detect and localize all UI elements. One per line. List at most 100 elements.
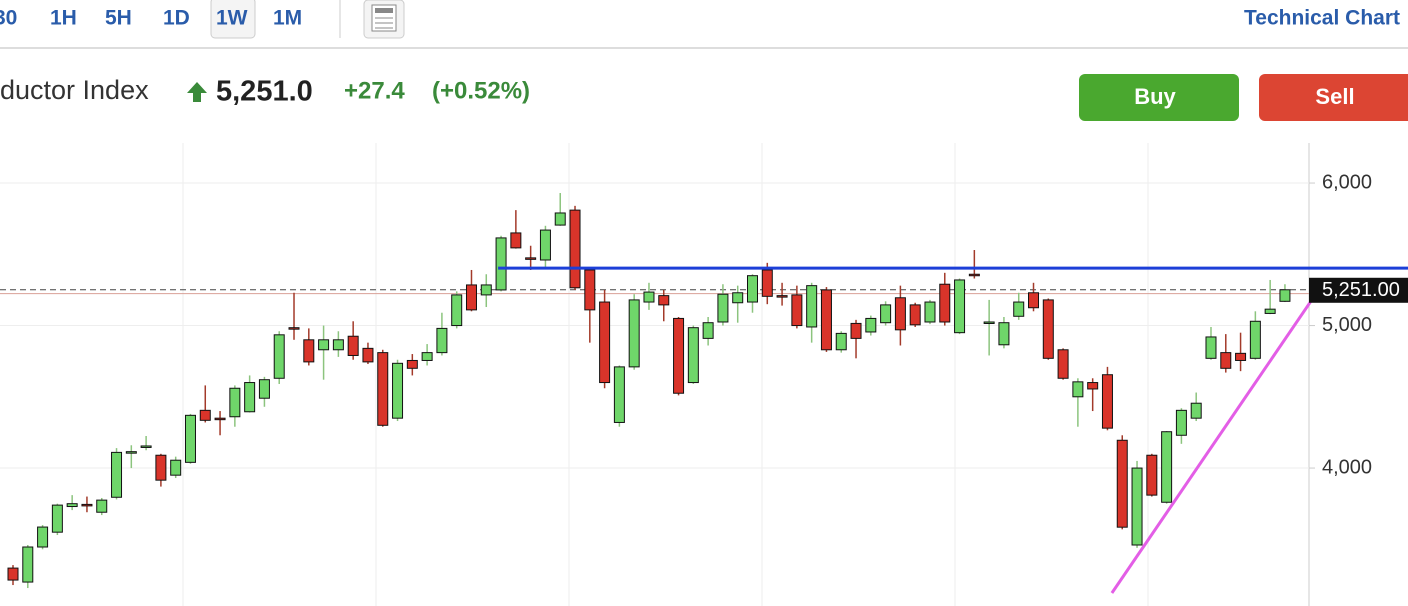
- candle-body: [1235, 352, 1247, 361]
- button-label[interactable]: Sell: [1315, 84, 1354, 109]
- layout-icon[interactable]: [363, 0, 405, 39]
- candle-body: [1087, 382, 1099, 390]
- up-arrow: [187, 82, 207, 102]
- interval-tab[interactable]: 1W: [216, 7, 248, 30]
- y-tick-label: 4,000: [1322, 456, 1372, 478]
- buttons: Buy Sell: [1079, 74, 1408, 121]
- candle-body: [66, 503, 78, 508]
- candle-body: [983, 321, 995, 324]
- candle-body: [954, 279, 966, 334]
- candle-body: [909, 304, 921, 326]
- candle-body: [658, 295, 670, 306]
- interval-tab[interactable]: 1M: [273, 7, 302, 30]
- candle-body: [22, 546, 34, 583]
- candle-body: [51, 504, 63, 533]
- candle-body: [1057, 349, 1069, 379]
- candle-body: [155, 454, 167, 481]
- candle-body: [998, 322, 1010, 346]
- candle-body: [214, 417, 226, 421]
- candle-body: [1146, 454, 1158, 496]
- candle-body: [1072, 381, 1084, 398]
- candle-body: [170, 459, 182, 476]
- candle-body: [1131, 467, 1143, 546]
- candle-body: [406, 359, 418, 369]
- candle-body: [1161, 431, 1173, 503]
- candle-body: [673, 317, 685, 394]
- change: +27.4: [344, 77, 405, 104]
- y-tick-label: 6,000: [1322, 171, 1372, 193]
- candle-body: [465, 284, 477, 311]
- candle-body: [37, 526, 49, 548]
- candle-body: [939, 283, 951, 323]
- candle-body: [96, 499, 108, 513]
- candle-body: [850, 322, 862, 339]
- candle-body: [968, 273, 980, 277]
- last-price-label: 5,251.00: [1322, 279, 1400, 301]
- candle-body: [554, 212, 566, 226]
- candle-body: [184, 414, 196, 463]
- candle-body: [687, 327, 699, 384]
- candle-body: [865, 317, 877, 333]
- candle-body: [702, 322, 714, 339]
- candle-body: [1101, 374, 1113, 429]
- candle-body: [436, 327, 448, 354]
- candle-body: [584, 269, 596, 311]
- candle-body: [880, 304, 892, 324]
- candle-body: [835, 332, 847, 351]
- change-percent: (+0.52%): [432, 77, 530, 104]
- candle-body: [480, 284, 492, 296]
- candle-body: [332, 339, 344, 351]
- candle-body: [732, 292, 744, 304]
- interval-tab[interactable]: 1H: [50, 7, 77, 30]
- candle-body: [392, 362, 404, 419]
- interval-tab[interactable]: 1D: [163, 7, 190, 30]
- candle-body: [806, 285, 818, 328]
- candle-body: [1116, 439, 1128, 528]
- candle-body: [318, 339, 330, 351]
- candle-body: [451, 294, 463, 327]
- button[interactable]: [1079, 74, 1239, 121]
- candle-body: [791, 294, 803, 327]
- candle-body: [1264, 308, 1276, 314]
- technical-chart-link[interactable]: Technical Chart: [1244, 7, 1400, 30]
- candle-body: [820, 289, 832, 351]
- plot: 4,000 5,000 6,000 5,251.00: [0, 143, 1408, 606]
- candle-body: [362, 347, 374, 363]
- candle-body: [1175, 409, 1187, 436]
- y-tick-label: 5,000: [1322, 314, 1372, 336]
- candle-body: [1249, 320, 1261, 359]
- candle-body: [347, 335, 359, 356]
- candle-body: [1279, 289, 1291, 302]
- candle-body: [1220, 352, 1232, 369]
- candle-body: [288, 327, 300, 330]
- candle-body: [894, 297, 906, 331]
- candle-body: [229, 387, 241, 418]
- candle-body: [273, 334, 285, 379]
- candle-body: [125, 451, 137, 454]
- candle-body: [569, 209, 581, 289]
- candle-body: [81, 503, 93, 507]
- candle-body: [7, 567, 19, 581]
- candle-body: [140, 445, 152, 448]
- candle-body: [199, 409, 211, 421]
- candle-body: [1028, 292, 1040, 309]
- candle-body: [539, 229, 551, 261]
- candle-body: [776, 295, 788, 298]
- interval-tab[interactable]: 5H: [105, 7, 132, 30]
- candle-body: [495, 237, 507, 291]
- candle-body: [1013, 301, 1025, 317]
- candle-body: [258, 379, 270, 399]
- candle-body: [111, 451, 123, 498]
- interval-tab[interactable]: 30: [0, 7, 17, 30]
- selected-tab-box: [210, 0, 256, 39]
- candle-body: [761, 269, 773, 297]
- candle-body: [643, 291, 655, 303]
- price: 5,251.0: [216, 76, 313, 108]
- button-label[interactable]: Buy: [1134, 84, 1176, 109]
- candle-body: [303, 339, 315, 363]
- candle-body: [924, 301, 936, 323]
- interval-tabs: 30 1H 5H 1D 1W 1M: [0, 0, 302, 39]
- candle-body: [510, 232, 522, 249]
- button[interactable]: [1259, 74, 1408, 121]
